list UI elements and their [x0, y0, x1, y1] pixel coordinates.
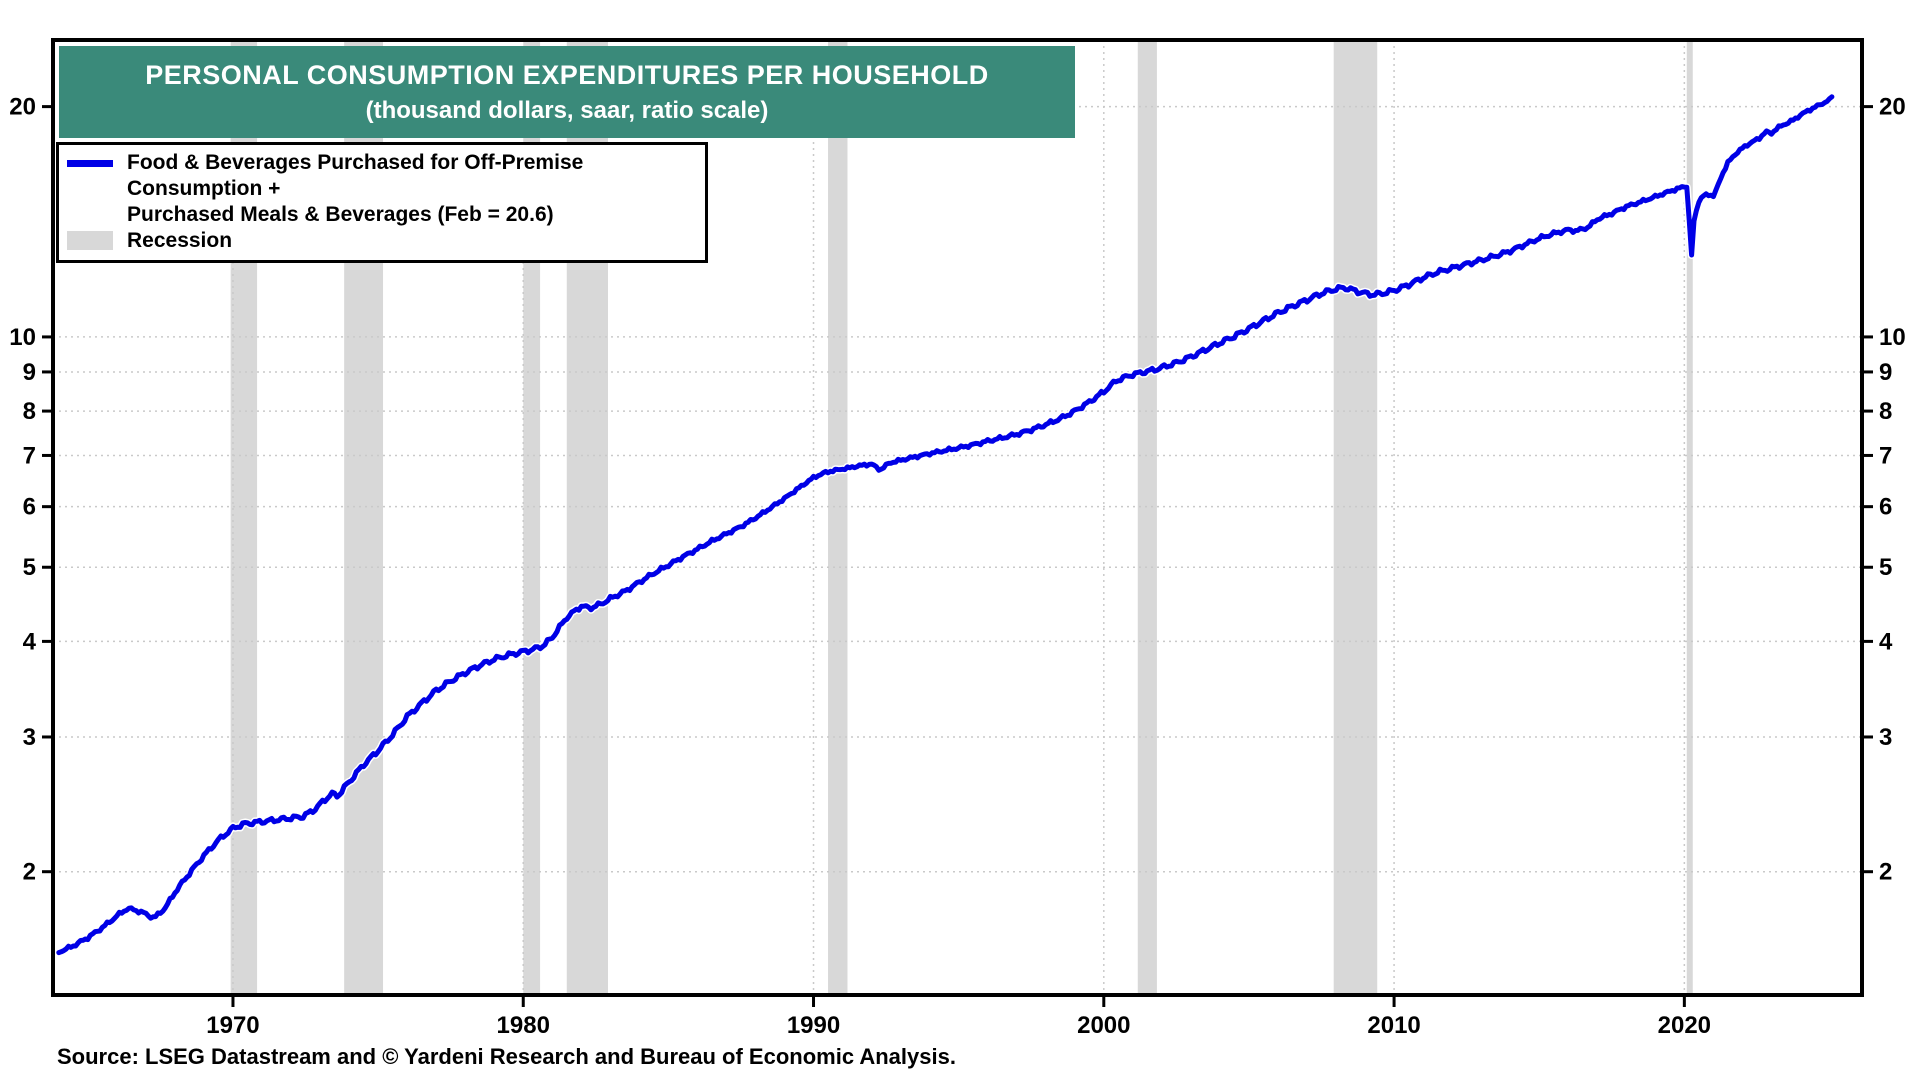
- y-axis-label-left: 20: [9, 94, 36, 121]
- recession-band: [1333, 40, 1378, 995]
- legend: Food & Beverages Purchased for Off-Premi…: [56, 142, 708, 263]
- y-axis-label-left: 2: [23, 859, 36, 886]
- y-axis-label-right: 7: [1879, 442, 1892, 469]
- plot-border: [51, 38, 1864, 997]
- y-axis-label-right: 8: [1879, 398, 1892, 425]
- series-line: [56, 94, 1835, 956]
- x-axis-label: 1990: [787, 1012, 840, 1039]
- y-axis-label-left: 3: [23, 724, 36, 751]
- recession-swatch: [67, 231, 113, 250]
- y-axis-label-right: 4: [1879, 628, 1893, 655]
- y-axis-label-left: 6: [23, 494, 36, 521]
- x-axis-label: 1980: [497, 1012, 550, 1039]
- y-axis-label-right: 9: [1879, 359, 1892, 386]
- chart-title: PERSONAL CONSUMPTION EXPENDITURES PER HO…: [145, 59, 989, 90]
- y-axis-label-right: 3: [1879, 724, 1892, 751]
- legend-spacer: [67, 202, 121, 228]
- x-axis-label: 2000: [1077, 1012, 1130, 1039]
- legend-series-label-line1: Food & Beverages Purchased for Off-Premi…: [127, 151, 584, 200]
- source-note: Source: LSEG Datastream and © Yardeni Re…: [57, 1044, 956, 1069]
- y-axis-label-right: 10: [1879, 324, 1906, 351]
- legend-series-label-line2: Purchased Meals & Beverages (Feb = 20.6): [127, 203, 554, 226]
- series-line-swatch: [67, 160, 113, 167]
- recession-band: [828, 40, 848, 995]
- y-axis-label-left: 10: [9, 324, 36, 351]
- y-axis-label-right: 5: [1879, 554, 1892, 581]
- recession-band: [1686, 40, 1693, 995]
- y-axis-label-left: 7: [23, 442, 36, 469]
- y-axis-label-left: 4: [23, 628, 37, 655]
- legend-recession-label: Recession: [127, 229, 233, 252]
- y-axis-label-right: 20: [1879, 94, 1906, 121]
- y-axis-label-left: 5: [23, 554, 36, 581]
- x-axis-label: 2010: [1367, 1012, 1420, 1039]
- x-axis-label: 1970: [206, 1012, 259, 1039]
- recession-band: [523, 40, 541, 995]
- recession-band: [1137, 40, 1157, 995]
- chart-subtitle: (thousand dollars, saar, ratio scale): [365, 96, 769, 124]
- y-axis-label-right: 2: [1879, 859, 1892, 886]
- y-axis-label-left: 8: [23, 398, 36, 425]
- chart-title-box: PERSONAL CONSUMPTION EXPENDITURES PER HO…: [59, 46, 1075, 138]
- y-axis-label-left: 9: [23, 359, 36, 386]
- x-axis-label: 2020: [1658, 1012, 1711, 1039]
- y-axis-label-right: 6: [1879, 494, 1892, 521]
